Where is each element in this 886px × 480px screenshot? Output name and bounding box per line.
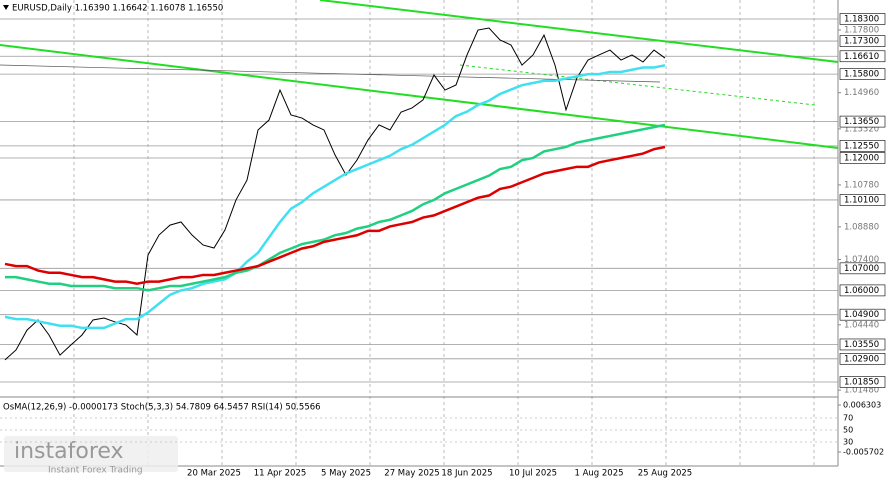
price-line bbox=[4, 27, 666, 361]
y-tick-label: 1.01480 bbox=[844, 386, 879, 396]
level-label: 1.15800 bbox=[844, 70, 879, 80]
stoch-tick-label: 50 bbox=[843, 426, 853, 435]
x-tick-label: 11 Apr 2025 bbox=[254, 469, 307, 479]
level-label: 1.16610 bbox=[844, 52, 879, 62]
moving-average bbox=[4, 145, 666, 286]
level-label-box bbox=[839, 353, 886, 365]
level-label-box bbox=[839, 376, 886, 388]
x-tick-label: 20 Mar 2025 bbox=[187, 469, 241, 479]
level-label: 1.18300 bbox=[844, 14, 879, 24]
level-label-box bbox=[839, 68, 886, 80]
trend-line-dark bbox=[0, 64, 661, 83]
symbol-header: EURUSD,Daily 1.16390 1.16642 1.16078 1.1… bbox=[12, 4, 223, 14]
level-label-box bbox=[839, 13, 886, 25]
level-label-box bbox=[839, 115, 886, 128]
level-label: 1.10100 bbox=[844, 195, 879, 205]
x-tick-label: 18 Jun 2025 bbox=[441, 469, 492, 479]
osma-tick-label: -0.005702 bbox=[843, 447, 884, 456]
y-tick-label: 1.10780 bbox=[844, 180, 879, 190]
level-label: 1.04900 bbox=[844, 310, 879, 320]
x-tick-label: 5 May 2025 bbox=[321, 469, 371, 479]
stoch-tick-label: 30 bbox=[843, 438, 853, 447]
y-tick-label: 1.14960 bbox=[844, 88, 879, 98]
x-tick-label: 25 Aug 2025 bbox=[638, 469, 692, 479]
series-lines bbox=[4, 27, 666, 361]
osma-tick-label: 0.006303 bbox=[843, 400, 881, 409]
level-label: 1.01850 bbox=[844, 377, 879, 387]
price-axis: 1.17800 1.14960 1.13320 1.10780 1.08880 1.074… bbox=[838, 13, 886, 396]
level-label-box bbox=[839, 308, 886, 321]
moving-average bbox=[5, 123, 666, 292]
stoch-tick-label: 70 bbox=[843, 414, 853, 423]
level-label: 1.07000 bbox=[844, 264, 879, 274]
level-label-box bbox=[839, 140, 886, 152]
watermark-box bbox=[4, 436, 178, 472]
x-tick-label: 27 May 2025 bbox=[384, 469, 439, 479]
level-label: 1.12000 bbox=[844, 154, 879, 164]
level-label-box bbox=[839, 194, 886, 206]
watermark-tagline: Instant Forex Trading bbox=[48, 466, 143, 476]
level-label-box bbox=[839, 284, 886, 297]
level-label-box bbox=[839, 338, 886, 351]
y-tick-label: 1.08880 bbox=[844, 222, 879, 232]
moving-average bbox=[4, 64, 666, 330]
level-label: 1.03550 bbox=[844, 340, 879, 350]
dropdown-arrow bbox=[3, 5, 9, 10]
level-label: 1.02900 bbox=[844, 354, 879, 364]
level-label-box bbox=[839, 152, 886, 164]
y-tick-label: 1.07400 bbox=[844, 255, 879, 265]
x-tick-label: 1 Aug 2025 bbox=[574, 469, 623, 479]
indicator-header: OsMA(12,26,9) -0.0000173 Stoch(5,3,3) 54… bbox=[3, 403, 321, 413]
y-tick-label: 1.13320 bbox=[844, 124, 879, 134]
level-label: 1.13650 bbox=[844, 117, 879, 127]
level-label-box bbox=[839, 35, 886, 47]
x-tick-label: 10 Jul 2025 bbox=[509, 469, 557, 479]
y-tick-label: 1.04440 bbox=[844, 320, 879, 330]
level-label: 1.17300 bbox=[844, 37, 879, 47]
trend-lines bbox=[0, 0, 839, 149]
level-label: 1.06000 bbox=[844, 286, 879, 296]
y-tick-label: 1.17800 bbox=[844, 26, 879, 36]
level-label-box bbox=[839, 262, 886, 275]
level-lines bbox=[0, 18, 838, 383]
watermark-brand: instaforex bbox=[14, 439, 124, 464]
level-label: 1.12550 bbox=[844, 141, 879, 151]
level-label-box bbox=[839, 50, 886, 63]
